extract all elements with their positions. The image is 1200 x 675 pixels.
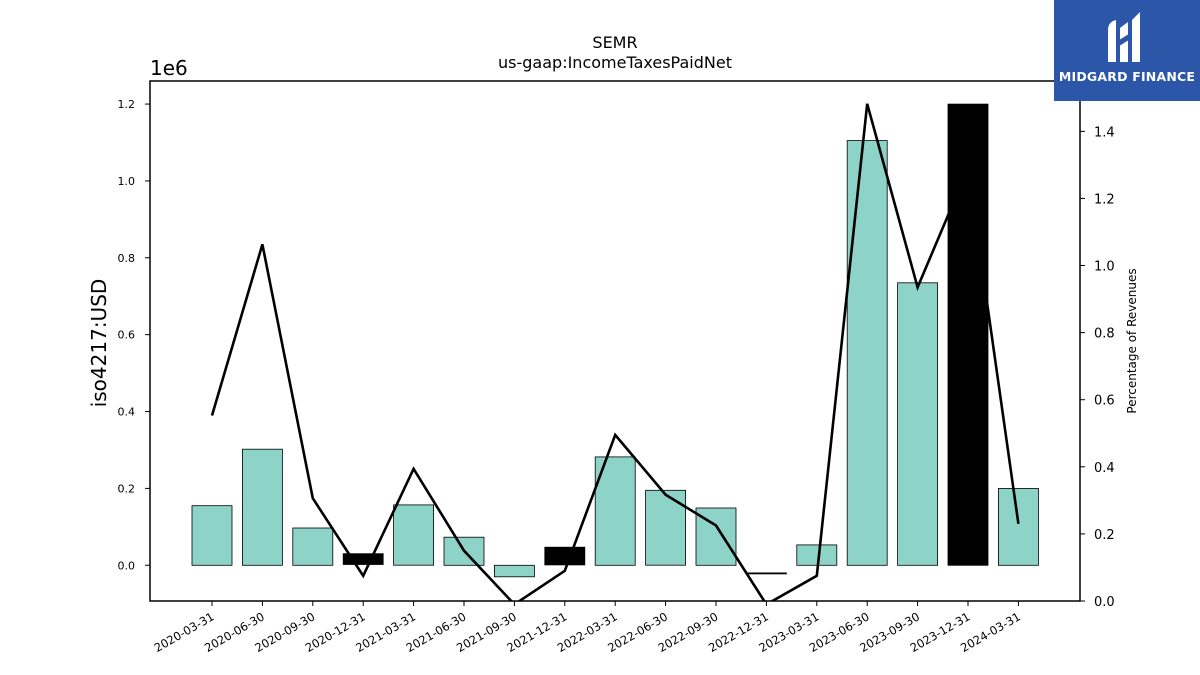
bar-2021-09-30	[493, 564, 535, 578]
bar-2023-06-30	[846, 140, 888, 566]
y2-tick-label: 0.6	[1094, 394, 1115, 409]
bar-2020-09-30	[292, 527, 334, 566]
bar-2022-12-31	[746, 572, 787, 575]
logo: MIDGARD FINANCE	[1054, 0, 1200, 101]
y2-axis-label: Percentage of Revenues	[1125, 268, 1139, 413]
bar-2021-03-31	[393, 504, 435, 566]
y2-tick-label: 1.2	[1094, 192, 1115, 207]
plot-frame	[149, 80, 1081, 602]
bar-2020-03-31	[191, 505, 233, 566]
bars-group	[191, 103, 1039, 578]
y-tick-label: 1.2	[118, 98, 136, 111]
logo-text: MIDGARD FINANCE	[1058, 69, 1196, 84]
bar-2023-12-31	[947, 103, 989, 566]
bar-2020-12-31	[342, 553, 384, 565]
line-group	[210, 103, 1020, 601]
bar-2022-06-30	[645, 489, 686, 566]
y2-tick-label: 0.4	[1094, 461, 1115, 476]
line-series	[210, 103, 1020, 601]
chart-subtitle: us-gaap:IncomeTaxesPaidNet	[498, 53, 732, 72]
y2-tick-label: 1.4	[1094, 125, 1115, 140]
y-offset-label: 1e6	[150, 56, 188, 80]
bar-2022-03-31	[594, 456, 636, 566]
y-tick-label: 0.0	[118, 559, 136, 572]
y-tick-label: 1.0	[118, 175, 136, 188]
bar-2023-03-31	[796, 544, 838, 566]
logo-mark-icon	[1108, 12, 1140, 62]
y2-tick-label: 0.0	[1094, 595, 1115, 610]
y-tick-label: 0.4	[118, 406, 136, 419]
y-tick-label: 0.2	[118, 482, 136, 495]
bar-2020-06-30	[241, 448, 283, 566]
y-tick-label: 0.8	[118, 252, 136, 265]
bar-2023-09-30	[897, 282, 938, 566]
y2-tick-label: 0.8	[1094, 327, 1115, 342]
chart-title: SEMR	[592, 33, 637, 52]
y-axis-label: iso4217:USD	[87, 279, 111, 408]
y2-tick-label: 1.0	[1094, 260, 1115, 275]
bar-2021-12-31	[544, 546, 586, 566]
bar-2024-03-31	[998, 487, 1039, 566]
y2-tick-label: 0.2	[1094, 528, 1115, 543]
y-tick-label: 0.6	[118, 329, 136, 342]
